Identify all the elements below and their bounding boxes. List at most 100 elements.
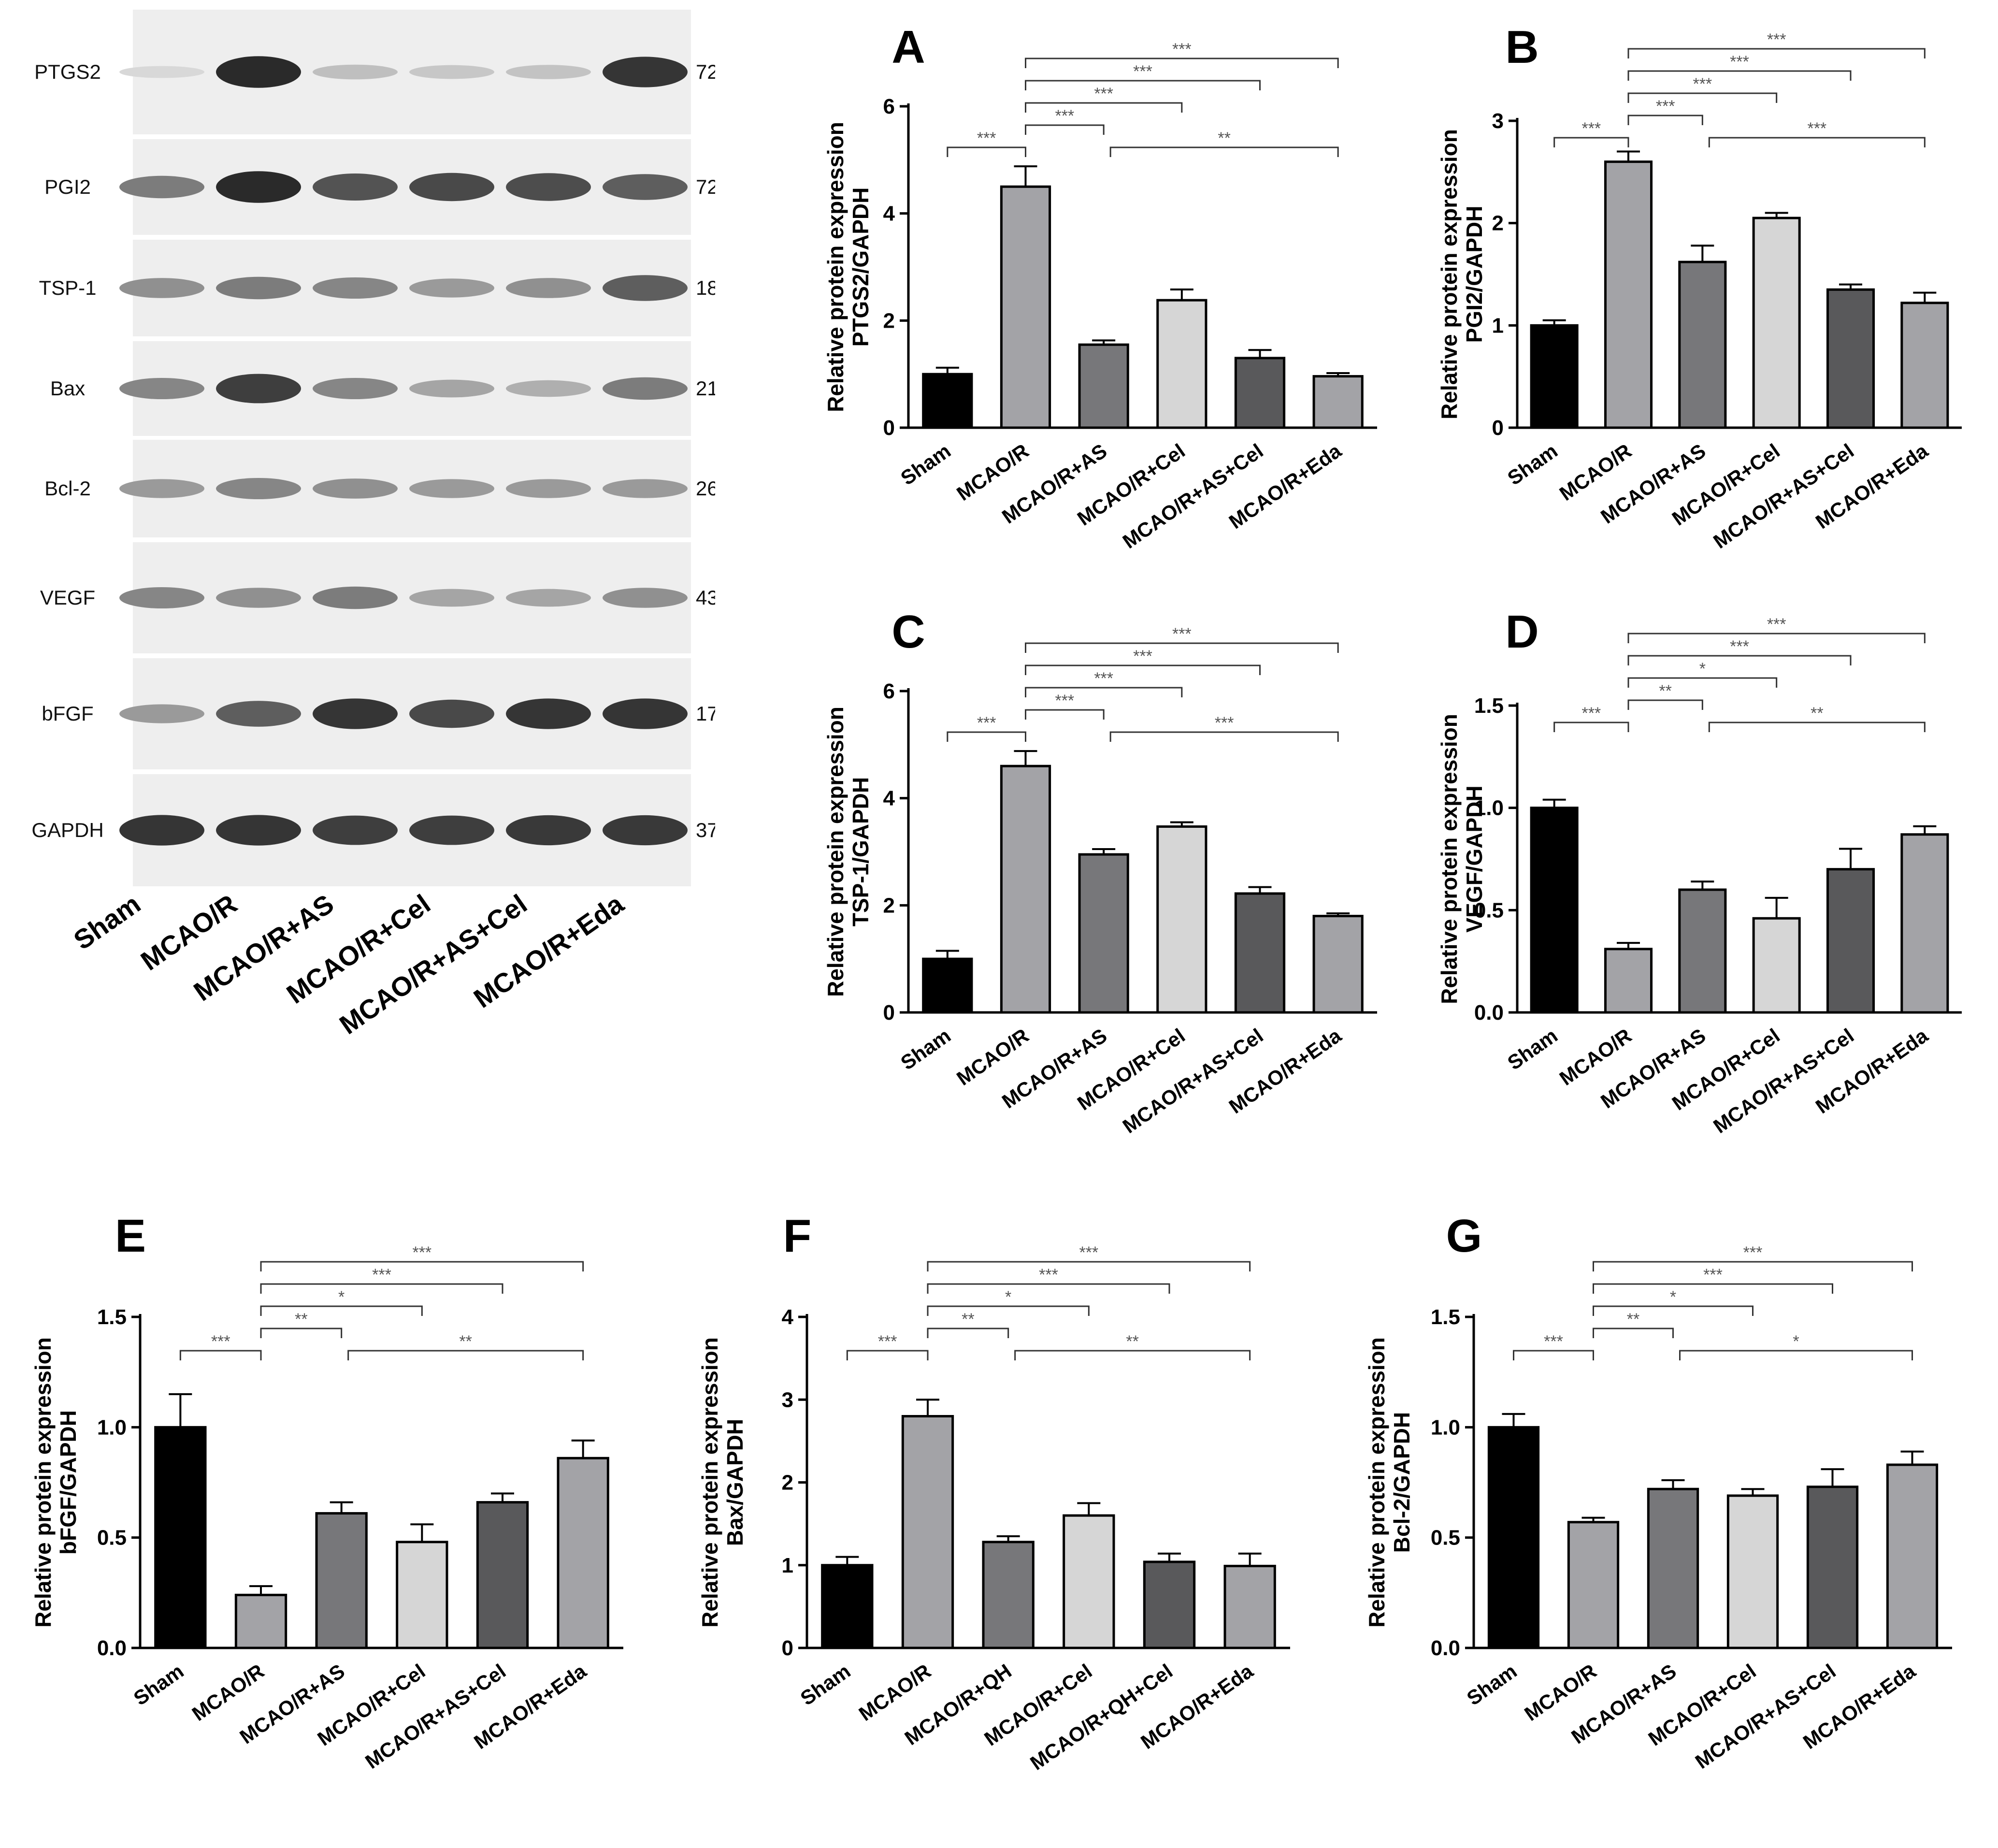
significance-bracket	[260, 1328, 343, 1338]
significance-bracket	[1025, 80, 1261, 90]
significance-label: ***	[1133, 647, 1152, 665]
significance-bracket	[1025, 102, 1183, 113]
significance-bracket	[179, 1350, 262, 1360]
significance-label: *	[1670, 1288, 1676, 1306]
blot-band	[119, 479, 204, 498]
bar	[1156, 825, 1207, 1014]
bar	[901, 1415, 954, 1649]
chart-panel-c: C 0 2 4 6 Relative protein expression TSP-1/GA…	[823, 606, 1377, 1138]
significance-bracket	[947, 731, 1026, 742]
blot-band	[506, 173, 591, 201]
blot-band	[216, 815, 301, 846]
blot-protein-label: bFGF	[42, 702, 93, 725]
bar	[1752, 217, 1801, 429]
significance-label: ***	[977, 714, 996, 732]
y-axis-label: Relative protein expression	[1437, 714, 1462, 1004]
blot-protein-label: GAPDH	[31, 819, 103, 841]
x-category-label: Sham	[896, 1024, 955, 1074]
y-tick-label: 2	[782, 1471, 793, 1495]
bar	[1567, 1521, 1620, 1649]
y-tick-label: 0.0	[1474, 1001, 1504, 1025]
blot-band	[216, 701, 301, 727]
y-tick-label: 1	[782, 1554, 793, 1577]
significance-bracket	[1025, 642, 1339, 653]
significance-label: **	[1126, 1332, 1138, 1351]
blot-band	[216, 171, 301, 203]
blot-band	[119, 278, 204, 298]
bar	[1726, 1494, 1779, 1649]
blot-band	[603, 588, 688, 608]
bar	[1900, 302, 1949, 429]
y-axis-label: Relative protein expression	[823, 707, 848, 997]
bar	[1530, 807, 1579, 1014]
y-tick-label: 1.5	[1474, 694, 1504, 718]
y-axis-label-ratio: PTGS2/GAPDH	[848, 188, 873, 347]
significance-bracket	[1679, 1350, 1913, 1360]
y-tick-label: 4	[883, 787, 895, 810]
blot-band	[603, 174, 688, 200]
panel-letter: F	[783, 1210, 812, 1262]
blot-band	[313, 478, 398, 499]
significance-bracket	[1708, 722, 1926, 732]
significance-label: **	[962, 1310, 974, 1328]
x-category-label: MCAO/R+AS+Cel	[361, 1660, 510, 1773]
significance-label: **	[459, 1332, 472, 1351]
bar	[1806, 1486, 1859, 1649]
panel-letter: B	[1505, 21, 1538, 73]
y-tick-label: 0	[1492, 416, 1504, 440]
bar	[476, 1501, 529, 1649]
blot-size-label: 180 KD	[696, 276, 715, 299]
significance-bracket	[1708, 137, 1926, 147]
blot-band	[506, 278, 591, 298]
significance-label: **	[1811, 704, 1823, 722]
blot-size-label: 43 KD	[696, 586, 715, 609]
bar	[1312, 915, 1364, 1014]
blot-band	[409, 65, 494, 79]
bar	[1223, 1564, 1276, 1649]
panel-letter: E	[115, 1210, 146, 1262]
significance-bracket	[927, 1283, 1170, 1294]
y-tick-label: 4	[883, 202, 895, 226]
significance-label: ***	[1743, 1243, 1763, 1262]
significance-bracket	[1025, 664, 1261, 675]
x-category-label: Sham	[1463, 1660, 1521, 1710]
chart-panel-g: G 0.0 0.5 1.0 1.5 Relative protein expression…	[1364, 1210, 1952, 1773]
bar	[1000, 185, 1051, 429]
significance-label: ***	[1094, 85, 1113, 103]
blot-band	[409, 699, 494, 728]
blot-protein-label: PGI2	[44, 175, 91, 198]
blot-band	[313, 378, 398, 399]
y-axis-label: Relative protein expression	[1364, 1337, 1389, 1628]
significance-label: ***	[1079, 1243, 1098, 1262]
y-tick-label: 0	[782, 1636, 793, 1660]
y-axis-label-ratio: Bcl-2/GAPDH	[1389, 1412, 1414, 1553]
chart-panel-e: E 0.0 0.5 1.0 1.5 Relative protein expression…	[30, 1210, 623, 1773]
y-tick-label: 2	[883, 894, 895, 917]
significance-label: ***	[977, 129, 996, 147]
blot-band	[409, 379, 494, 398]
panel-letter: D	[1505, 606, 1538, 658]
significance-bracket	[1627, 115, 1703, 125]
y-tick-label: 0	[883, 416, 895, 440]
significance-label: **	[1659, 682, 1671, 700]
significance-bracket	[1025, 58, 1339, 68]
blot-band	[216, 478, 301, 499]
y-tick-label: 0.5	[1431, 1526, 1460, 1550]
significance-label: ***	[1693, 75, 1712, 93]
y-tick-label: 4	[782, 1305, 794, 1329]
blot-band	[216, 276, 301, 300]
bar	[1078, 853, 1129, 1014]
significance-label: ***	[1172, 625, 1192, 643]
significance-bracket	[260, 1283, 503, 1294]
bar	[1143, 1560, 1196, 1649]
significance-label: ***	[1581, 704, 1601, 722]
chart-panel-a: A 0 2 4 6 Relative protein expression PTGS2/GA…	[823, 21, 1377, 553]
blot-band	[409, 173, 494, 202]
x-category-label: MCAO/R+AS+Cel	[1119, 439, 1267, 553]
y-tick-label: 0	[883, 1001, 895, 1025]
y-tick-label: 3	[1492, 109, 1504, 133]
blot-band	[119, 66, 204, 78]
blot-band	[603, 698, 688, 729]
significance-bracket	[1513, 1350, 1594, 1360]
blot-band	[603, 479, 688, 498]
